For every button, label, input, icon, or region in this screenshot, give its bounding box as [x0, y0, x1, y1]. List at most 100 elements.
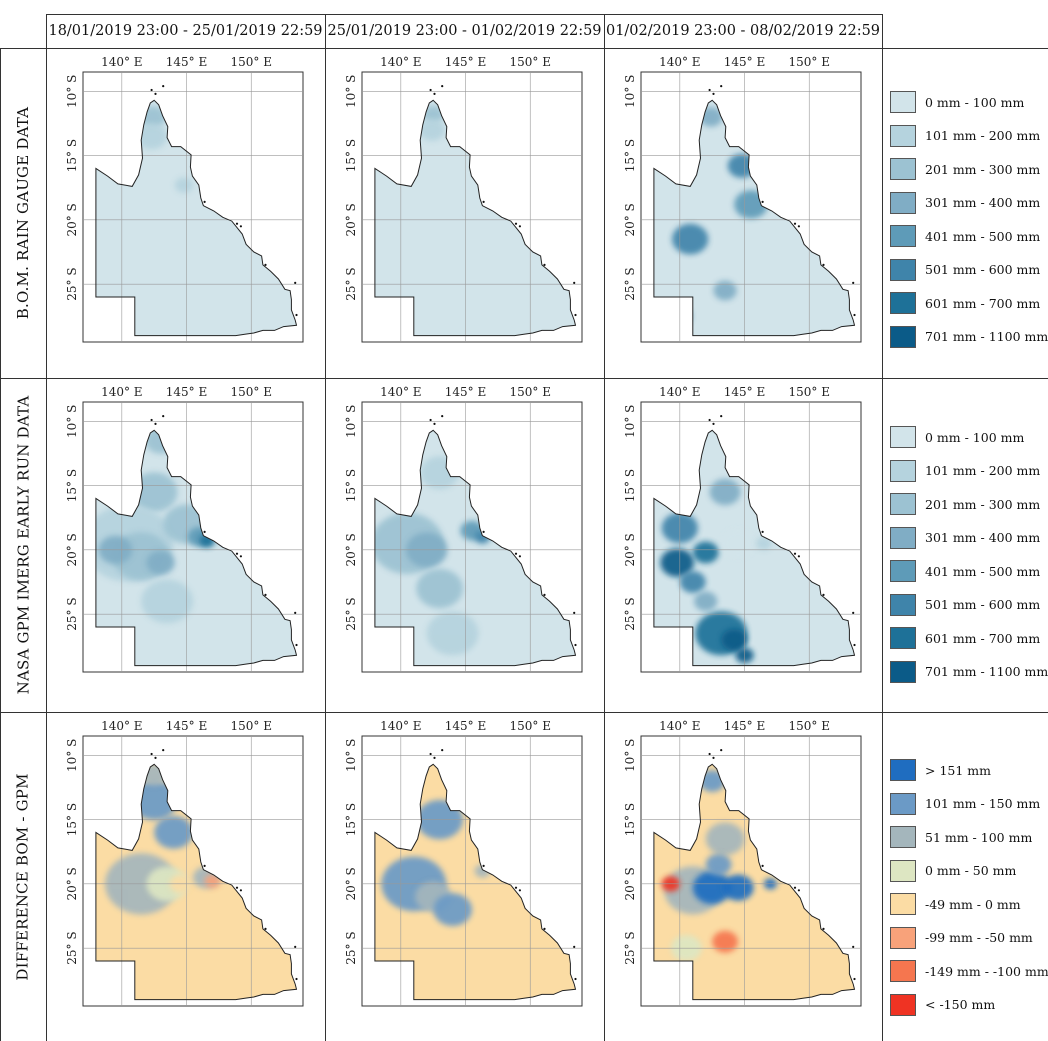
legend-swatch [890, 993, 916, 1016]
state-outline [653, 429, 856, 667]
lat-tick-label: 25° S [623, 597, 637, 630]
legend-swatch [890, 91, 916, 113]
queensland-map: 140° E 145° E 150° E 10° S 15° S 20° S 25° S [65, 55, 304, 343]
rainfall-patch [422, 105, 444, 124]
land-area [374, 100, 576, 336]
state-outline [95, 763, 298, 1001]
island-speck [518, 225, 521, 228]
legend-item: 101 mm - 200 mm [890, 124, 1040, 148]
island-speck [852, 611, 855, 614]
island-speck [574, 977, 577, 981]
legend-label: 101 mm - 200 mm [925, 128, 1041, 143]
island-speck [797, 225, 800, 228]
island-speck [793, 552, 797, 555]
grid-line-vertical [46, 14, 47, 1041]
island-speck [761, 530, 764, 533]
island-speck [433, 92, 436, 95]
island-speck [203, 864, 206, 867]
queensland-map: 140° E 145° E 150° E 10° S 15° S 20° S 25° S [344, 55, 583, 343]
map-panel: 140° E 145° E 150° E 10° S 15° S 20° S 25° S [344, 719, 583, 1007]
lon-tick-label: 145° E [724, 719, 765, 733]
map-panel: 140° E 145° E 150° E 10° S 15° S 20° S 25° S [623, 55, 862, 343]
lon-tick-label: 140° E [101, 55, 142, 69]
rainfall-patch [679, 571, 706, 593]
rainfall-patch [694, 591, 718, 612]
legend-item: 201 mm - 300 mm [890, 157, 1040, 181]
legend-label: < -150 mm [925, 997, 996, 1012]
rainfall-patch [136, 123, 168, 150]
legend-item: 701 mm - 1100 mm [890, 325, 1048, 349]
island-speck [441, 415, 444, 418]
island-speck [433, 422, 436, 425]
lon-tick-label: 140° E [659, 385, 700, 399]
legend-swatch [890, 593, 916, 616]
rainfall-patch [146, 550, 175, 575]
queensland-map: 140° E 145° E 150° E 10° S 15° S 20° S 25° S [623, 719, 862, 1007]
lon-tick-label: 150° E [509, 55, 550, 69]
legend-item: 51 mm - 100 mm [890, 825, 1032, 849]
island-speck [852, 945, 855, 948]
column-header: 01/02/2019 23:00 - 08/02/2019 22:59 [605, 23, 881, 39]
island-speck [203, 200, 206, 203]
legend-item: -49 mm - 0 mm [890, 892, 1021, 916]
lon-tick-label: 140° E [659, 719, 700, 733]
lat-tick-label: 25° S [65, 931, 79, 964]
island-speck [441, 85, 444, 88]
lat-tick-label: 15° S [623, 139, 637, 172]
legend-item: < -150 mm [890, 993, 995, 1017]
lon-tick-label: 150° E [509, 719, 550, 733]
lat-tick-label: 25° S [623, 267, 637, 300]
island-speck [708, 88, 711, 92]
map-panel: 140° E 145° E 150° E 10° S 15° S 20° S 25° S [344, 385, 583, 673]
row-label-text: B.O.M. RAIN GAUGE DATA [14, 106, 32, 320]
lat-tick-label: 25° S [344, 597, 358, 630]
map-panel: 140° E 145° E 150° E 10° S 15° S 20° S 25° S [65, 55, 304, 343]
map-panel: 140° E 145° E 150° E 10° S 15° S 20° S 25° S [65, 385, 304, 673]
lon-tick-label: 145° E [724, 385, 765, 399]
lat-tick-label: 20° S [65, 867, 79, 900]
legend-label: 501 mm - 600 mm [925, 597, 1041, 612]
queensland-map: 140° E 145° E 150° E 10° S 15° S 20° S 25° S [65, 719, 304, 1007]
queensland-map: 140° E 145° E 150° E 10° S 15° S 20° S 25° S [65, 385, 304, 673]
legend-swatch [890, 225, 916, 247]
lat-tick-label: 10° S [344, 739, 358, 772]
island-speck [573, 945, 576, 948]
grid-line-horizontal [0, 712, 1048, 713]
lon-tick-label: 145° E [166, 385, 207, 399]
island-speck [518, 889, 521, 892]
legend-swatch [890, 191, 916, 214]
legend-item: 601 mm - 700 mm [890, 626, 1040, 650]
lon-tick-label: 150° E [230, 385, 271, 399]
queensland-map: 140° E 145° E 150° E 10° S 15° S 20° S 25° S [344, 385, 583, 673]
legend-label: 501 mm - 600 mm [925, 262, 1041, 277]
legend-item: 0 mm - 100 mm [890, 90, 1024, 114]
rainfall-patch [416, 568, 463, 609]
island-speck [239, 225, 242, 228]
legend-label: 301 mm - 400 mm [925, 530, 1041, 545]
map-panel: 140° E 145° E 150° E 10° S 15° S 20° S 25° S [65, 719, 304, 1007]
legend-label: -149 mm - -100 mm [925, 963, 1048, 979]
island-speck [574, 313, 577, 317]
grid-line-vertical [604, 14, 605, 1041]
lat-tick-label: 20° S [344, 533, 358, 566]
rainfall-patch [692, 541, 719, 564]
lat-tick-label: 10° S [344, 75, 358, 108]
legend-label: 0 mm - 50 mm [925, 863, 1017, 878]
rainfall-patch [433, 893, 472, 926]
island-speck [853, 977, 856, 981]
island-speck [822, 593, 825, 596]
island-speck [797, 555, 800, 558]
lon-tick-label: 150° E [230, 55, 271, 69]
legend-swatch [890, 158, 916, 180]
grid-line-horizontal [0, 48, 1048, 49]
map-panel: 140° E 145° E 150° E 10° S 15° S 20° S 25° S [344, 55, 583, 343]
lat-tick-label: 25° S [65, 267, 79, 300]
rainfall-patch [712, 930, 738, 953]
state-outline [374, 99, 577, 337]
island-speck [720, 415, 723, 418]
state-outline [95, 429, 298, 667]
legend-item: 0 mm - 50 mm [890, 859, 1016, 883]
grid-line-horizontal [0, 378, 1048, 379]
island-speck [294, 611, 297, 614]
